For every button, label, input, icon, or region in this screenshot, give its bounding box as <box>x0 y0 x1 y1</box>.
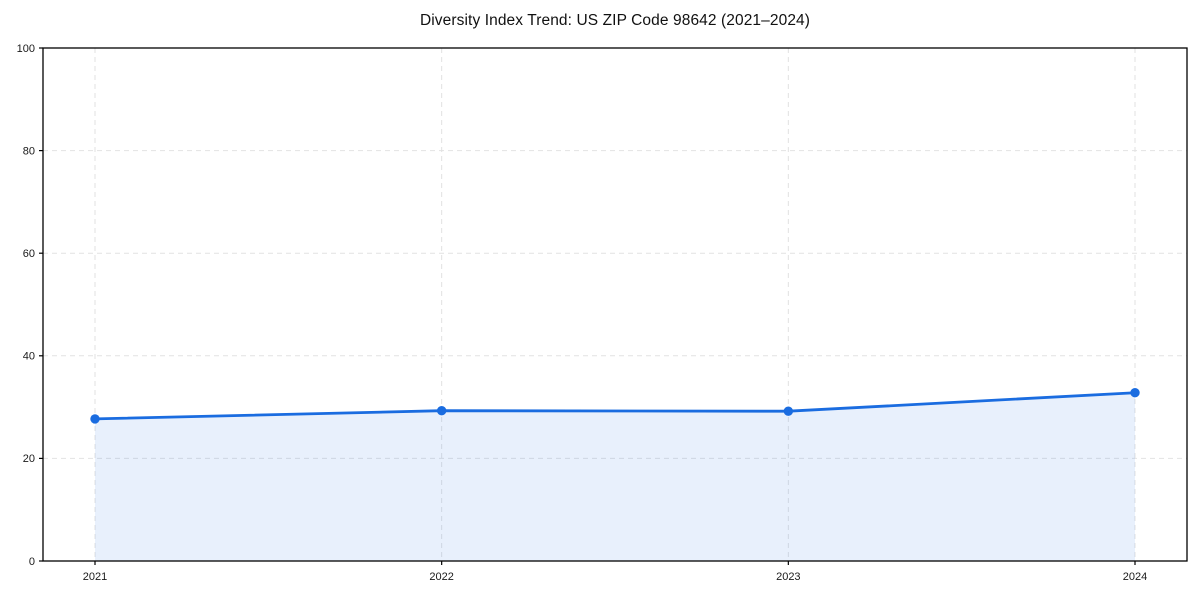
y-tick-label: 20 <box>23 453 35 465</box>
y-tick-label: 0 <box>29 556 35 568</box>
x-tick-label: 2022 <box>429 571 453 583</box>
series-area-fill <box>95 392 1135 561</box>
x-tick-label: 2023 <box>776 571 800 583</box>
y-tick-label: 40 <box>23 351 35 363</box>
x-tick-label: 2021 <box>83 571 107 583</box>
chart-title: Diversity Index Trend: US ZIP Code 98642… <box>419 12 811 29</box>
y-tick-label: 100 <box>17 43 35 55</box>
data-point <box>1130 388 1140 398</box>
data-point <box>90 414 100 424</box>
data-point <box>783 406 794 416</box>
trend-line <box>93 391 1137 421</box>
x-tick-label: 2024 <box>1123 571 1147 583</box>
data-point <box>436 405 447 416</box>
y-tick-label: 80 <box>23 145 35 157</box>
y-tick-label: 60 <box>23 248 35 260</box>
plot-border <box>42 47 1188 562</box>
